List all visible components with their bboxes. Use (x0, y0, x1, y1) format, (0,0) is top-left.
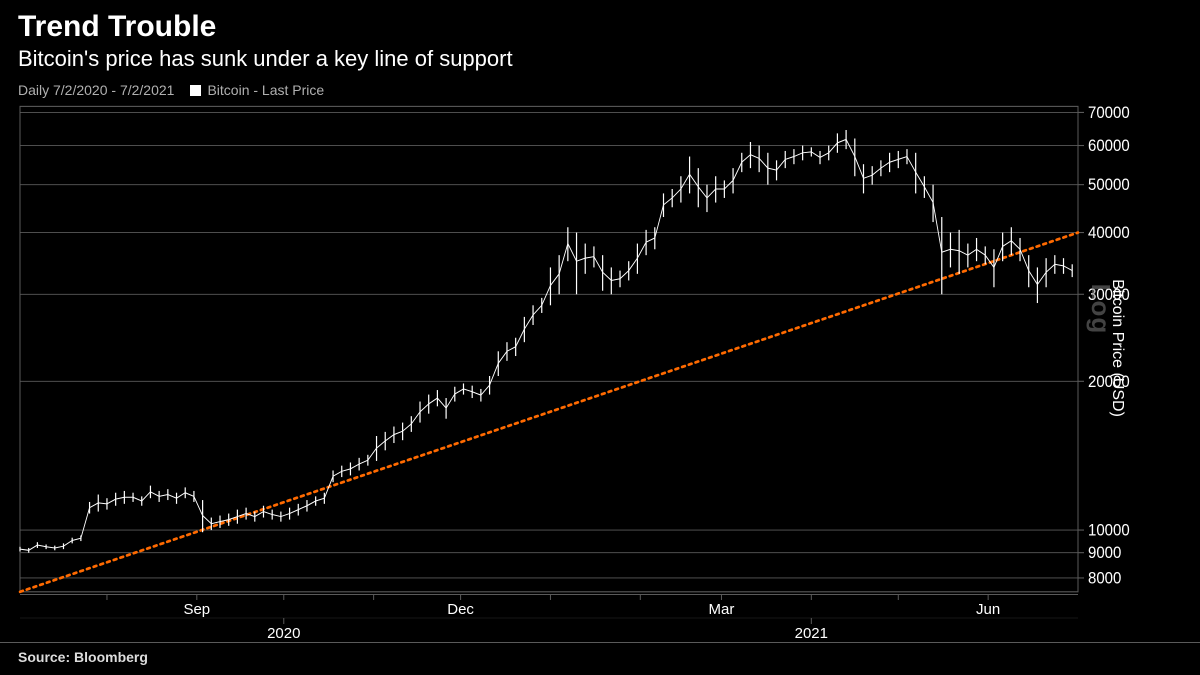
svg-text:9000: 9000 (1088, 545, 1122, 563)
chart-subtitle: Bitcoin's price has sunk under a key lin… (18, 46, 1182, 72)
svg-text:50000: 50000 (1088, 177, 1130, 195)
svg-text:Jun: Jun (976, 601, 1000, 618)
svg-text:2021: 2021 (795, 625, 828, 642)
y-axis-title: Bitcoin Price (USD) (1108, 279, 1126, 417)
svg-text:10000: 10000 (1088, 522, 1130, 540)
legend-date-range: Daily 7/2/2020 - 7/2/2021 (18, 82, 174, 98)
chart-title: Trend Trouble (18, 10, 1182, 44)
legend-swatch-icon (190, 85, 201, 96)
svg-text:8000: 8000 (1088, 570, 1122, 588)
source-label: Source: Bloomberg (18, 649, 148, 665)
chart-header: Trend Trouble Bitcoin's price has sunk u… (0, 0, 1200, 76)
svg-text:70000: 70000 (1088, 104, 1130, 122)
chart-plot-area: Log Bitcoin Price (USD) 8000900010000200… (18, 102, 1182, 594)
svg-text:Mar: Mar (709, 601, 735, 618)
chart-legend: Daily 7/2/2020 - 7/2/2021 Bitcoin - Last… (0, 76, 1200, 102)
chart-footer: Source: Bloomberg (0, 642, 1200, 675)
svg-text:2020: 2020 (267, 625, 300, 642)
legend-series: Bitcoin - Last Price (190, 82, 324, 98)
x-axis-area: Sep Dec Mar Jun 2020 2021 (18, 594, 1182, 642)
svg-text:40000: 40000 (1088, 224, 1130, 242)
svg-text:60000: 60000 (1088, 137, 1130, 155)
x-axis-svg: Sep Dec Mar Jun 2020 2021 (18, 594, 1182, 642)
legend-series-label: Bitcoin - Last Price (207, 82, 324, 98)
svg-text:Dec: Dec (447, 601, 474, 618)
chart-svg: 8000900010000200003000040000500006000070… (18, 102, 1182, 594)
svg-text:Sep: Sep (183, 601, 210, 618)
